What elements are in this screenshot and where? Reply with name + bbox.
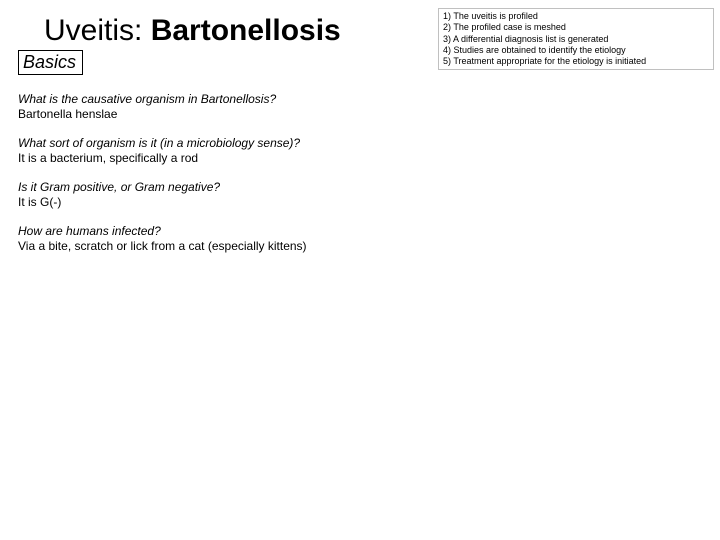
step-item: 4) Studies are obtained to identify the … [443,45,709,56]
qa-block: How are humans infected? Via a bite, scr… [18,224,438,254]
qa-section: What is the causative organism in Barton… [18,92,438,268]
title-prefix: Uveitis: [44,14,151,47]
qa-block: What is the causative organism in Barton… [18,92,438,122]
title-bold: Bartonellosis [151,14,341,47]
steps-box: 1) The uveitis is profiled 2) The profil… [438,8,714,70]
qa-block: Is it Gram positive, or Gram negative? I… [18,180,438,210]
question-text: What is the causative organism in Barton… [18,92,438,107]
answer-text: Via a bite, scratch or lick from a cat (… [18,239,438,254]
question-text: What sort of organism is it (in a microb… [18,136,438,151]
step-item: 3) A differential diagnosis list is gene… [443,34,709,45]
step-item: 2) The profiled case is meshed [443,22,709,33]
subtitle-box: Basics [18,50,83,75]
answer-text: It is a bacterium, specifically a rod [18,151,438,166]
subtitle-text: Basics [23,52,76,72]
answer-text: Bartonella henslae [18,107,438,122]
answer-text: It is G(-) [18,195,438,210]
step-item: 5) Treatment appropriate for the etiolog… [443,56,709,67]
question-text: How are humans infected? [18,224,438,239]
slide-title: Uveitis: Bartonellosis [44,14,434,48]
qa-block: What sort of organism is it (in a microb… [18,136,438,166]
question-text: Is it Gram positive, or Gram negative? [18,180,438,195]
step-item: 1) The uveitis is profiled [443,11,709,22]
